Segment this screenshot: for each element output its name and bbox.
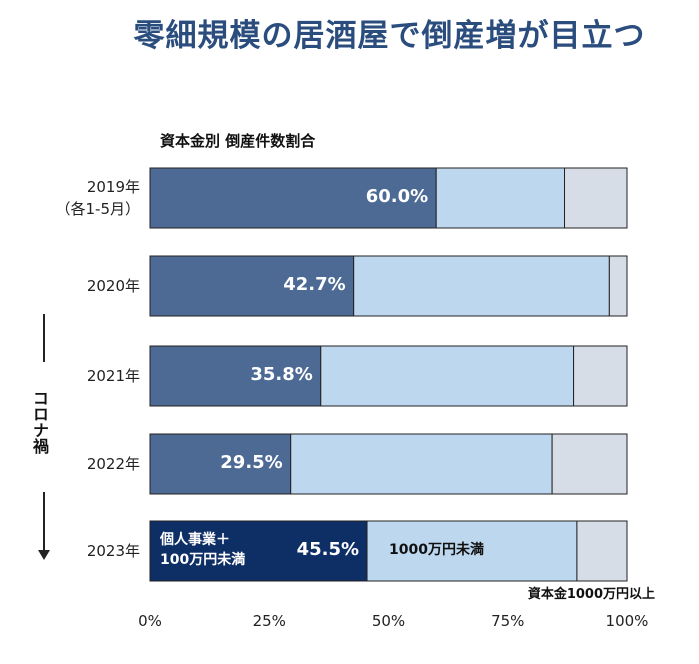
- bar-small-1: [149, 167, 437, 229]
- category-label: 2020年: [86, 277, 140, 295]
- x-tick-label: 50%: [371, 612, 406, 630]
- chart-title: 零細規模の居酒屋で倒産増が目立つ: [133, 18, 646, 54]
- value-label: 29.5%: [220, 452, 283, 473]
- bar-small-3: [149, 345, 322, 407]
- corona-line-bottom: [43, 492, 45, 552]
- corona-annotation: コロナ禍: [30, 390, 49, 454]
- x-tick-label: 100%: [605, 612, 649, 630]
- x-tick-label: 75%: [491, 612, 525, 630]
- bar-mid-1: [435, 167, 566, 229]
- x-tick-label: 0%: [138, 612, 162, 630]
- bar-mid-2: [353, 255, 610, 317]
- value-label: 42.7%: [283, 274, 346, 295]
- category-label: 2023年: [86, 542, 140, 560]
- bar-small-2: [149, 255, 355, 317]
- bar-mid-4: [290, 433, 553, 495]
- category-label: 2021年: [86, 367, 140, 385]
- bar-large-2: [608, 255, 628, 317]
- value-label: 45.5%: [296, 539, 360, 560]
- bar-small-5: [149, 520, 368, 582]
- bar-large-4: [551, 433, 628, 495]
- category-label: 2022年: [86, 455, 140, 473]
- bar-large-1: [564, 167, 628, 229]
- value-label: 35.8%: [250, 364, 313, 385]
- x-tick-label: 25%: [252, 612, 286, 630]
- legend-large-capital: 資本金1000万円以上: [527, 587, 655, 602]
- chart-subtitle: 資本金別 倒産件数割合: [160, 132, 316, 150]
- bar-mid-3: [320, 345, 575, 407]
- corona-line-top: [43, 314, 45, 362]
- bar-mid-5: [366, 520, 578, 582]
- legend-mid-capital: 1000万円未満: [389, 542, 484, 558]
- legend-small-capital: 個人事業＋ 100万円未満: [160, 532, 246, 568]
- bar-large-3: [573, 345, 628, 407]
- category-label: 2019年 （各1-5月）: [55, 178, 141, 218]
- value-label: 60.0%: [365, 186, 429, 207]
- corona-arrow-icon: [38, 550, 50, 560]
- bar-large-5: [576, 520, 628, 582]
- bar-small-4: [149, 433, 292, 495]
